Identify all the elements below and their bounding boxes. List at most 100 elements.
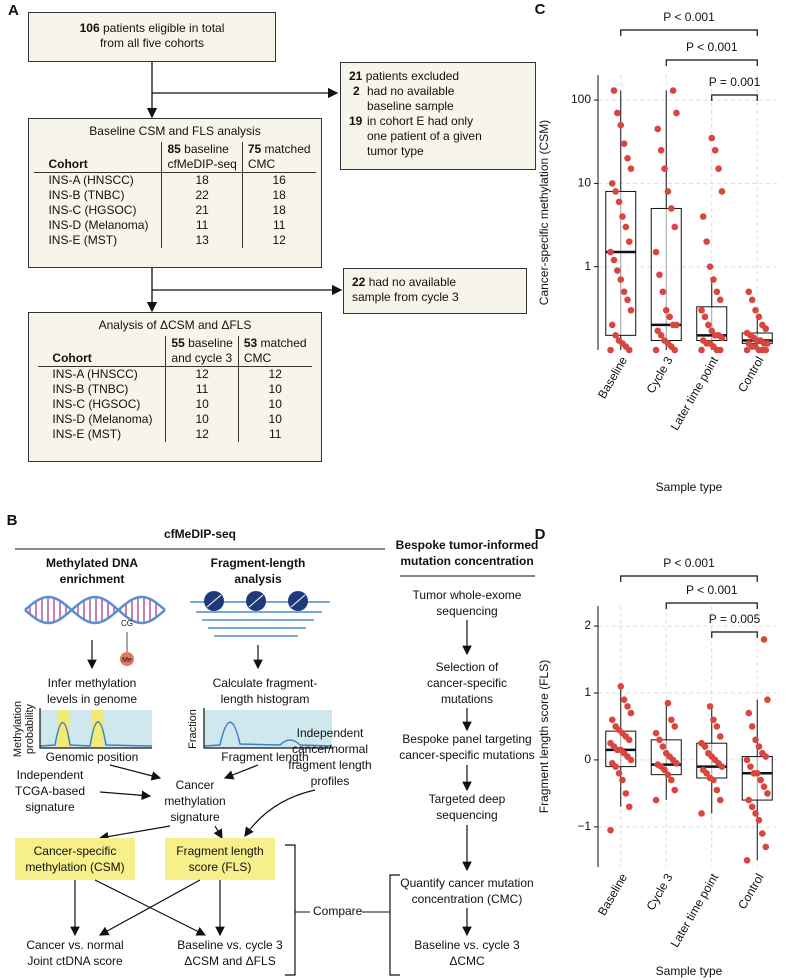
- point: [671, 786, 679, 794]
- input-text: profiles: [311, 774, 350, 788]
- table-cell: 11: [241, 218, 316, 233]
- table-cell: 11: [161, 218, 243, 233]
- helix-strand: [24, 595, 166, 625]
- table-row: INS-A (HNSCC) 12 12: [38, 366, 312, 382]
- table-row: INS-E (MST) 13 12: [34, 233, 316, 248]
- table-cell: 10: [165, 412, 239, 427]
- nucleosome-wrap: [290, 594, 306, 608]
- table: Cohort 55 baseline and cycle 3 53 matched CM…: [38, 336, 312, 442]
- header-row: Cohort 55 baseline and cycle 3 53 matched CM…: [38, 336, 312, 367]
- panel-label: A: [8, 2, 19, 19]
- header-cell: 85 baseline cfMeDIP-seq: [161, 142, 243, 173]
- metric-text: Cancer-specific: [34, 844, 117, 858]
- point: [669, 87, 677, 94]
- mini-curve: [39, 721, 153, 747]
- point: [755, 743, 763, 750]
- step-text: concentration (CMC): [412, 892, 523, 906]
- point: [620, 140, 628, 147]
- step-text: cancer-specific mutations: [399, 748, 534, 762]
- nucleosome-wrap: [248, 594, 264, 608]
- input-text: signature: [25, 800, 75, 814]
- point: [747, 763, 754, 770]
- eligible-box: 106 patients eligible in total from all …: [28, 12, 276, 62]
- axis-label: Genomic position: [46, 750, 139, 764]
- axis-label: Fragment length: [221, 750, 308, 764]
- x-tick-label: Baseline: [595, 354, 630, 401]
- text: matched: [264, 142, 311, 156]
- text: baseline sample: [367, 99, 454, 113]
- point: [654, 761, 662, 768]
- point: [607, 248, 614, 256]
- point: [698, 810, 705, 817]
- mini-axis: [203, 708, 332, 749]
- table-cell: 11: [165, 382, 239, 397]
- column-title: Methylated DNA: [46, 556, 138, 570]
- header-cell: 75 matched CMC: [241, 142, 316, 173]
- header-cell: Cohort: [52, 351, 92, 365]
- point: [657, 332, 665, 339]
- table-row: INS-D (Melanoma) 11 11: [34, 218, 316, 233]
- count: 2: [353, 84, 360, 98]
- point: [668, 716, 675, 724]
- count: 85: [167, 142, 181, 156]
- table-cell: INS-B (TNBC): [52, 382, 129, 396]
- point: [752, 810, 759, 817]
- header-cell: Cohort: [48, 157, 88, 171]
- axis-label: probability: [24, 703, 36, 754]
- header-row: Cohort 85 baseline cfMeDIP-seq 75 matched CM…: [34, 142, 316, 173]
- significance-bracket: [620, 29, 758, 36]
- p-value: P < 0.001: [663, 10, 715, 24]
- table-row: INS-A (HNSCC) 18 16: [34, 172, 316, 188]
- point: [706, 774, 714, 782]
- point: [711, 146, 719, 154]
- x-tick-label: Control: [735, 871, 766, 912]
- point: [716, 296, 724, 304]
- point: [759, 321, 766, 329]
- point: [652, 796, 660, 804]
- table-cell: 18: [161, 172, 243, 188]
- table-title: Analysis of ΔCSM and ΔFLS: [98, 318, 252, 332]
- step-text: Bespoke panel targeting: [402, 732, 531, 746]
- point: [652, 248, 660, 256]
- point: [699, 213, 707, 220]
- arrow: [109, 764, 162, 781]
- arrow: [223, 764, 259, 780]
- point: [760, 636, 768, 643]
- step-text: Quantify cancer mutation: [400, 876, 533, 890]
- point: [748, 296, 756, 304]
- step-text: Tumor whole-exome: [413, 588, 522, 602]
- count: 106: [79, 21, 100, 35]
- header-cell: 53 matched CMC: [237, 336, 312, 367]
- point: [608, 716, 616, 724]
- x-axis-label: Sample type: [656, 964, 723, 978]
- point: [608, 759, 616, 767]
- text: cfMeDIP-seq: [167, 157, 237, 171]
- step-text: length histogram: [221, 692, 310, 706]
- point: [713, 723, 721, 730]
- highlight: [92, 710, 104, 748]
- p-value: P < 0.001: [686, 583, 738, 597]
- text: had no available: [368, 275, 457, 289]
- bracket: [389, 874, 400, 976]
- point: [612, 332, 619, 339]
- step-text: Baseline vs. cycle 3: [414, 938, 520, 952]
- point: [659, 288, 667, 296]
- cg-label: CG: [121, 619, 133, 628]
- table-cell: INS-D (Melanoma): [48, 218, 149, 232]
- point: [661, 165, 668, 173]
- table-cell: 18: [241, 203, 316, 218]
- point: [745, 288, 753, 296]
- point: [627, 306, 635, 314]
- x-tick-label: Control: [735, 354, 766, 395]
- step-text: sequencing: [436, 604, 497, 618]
- text: CMC: [243, 351, 272, 365]
- count: 53: [243, 336, 258, 350]
- table-cell: 16: [241, 172, 316, 188]
- point: [750, 770, 758, 777]
- point: [743, 857, 751, 864]
- table-cell: 12: [241, 233, 316, 248]
- point: [619, 213, 626, 220]
